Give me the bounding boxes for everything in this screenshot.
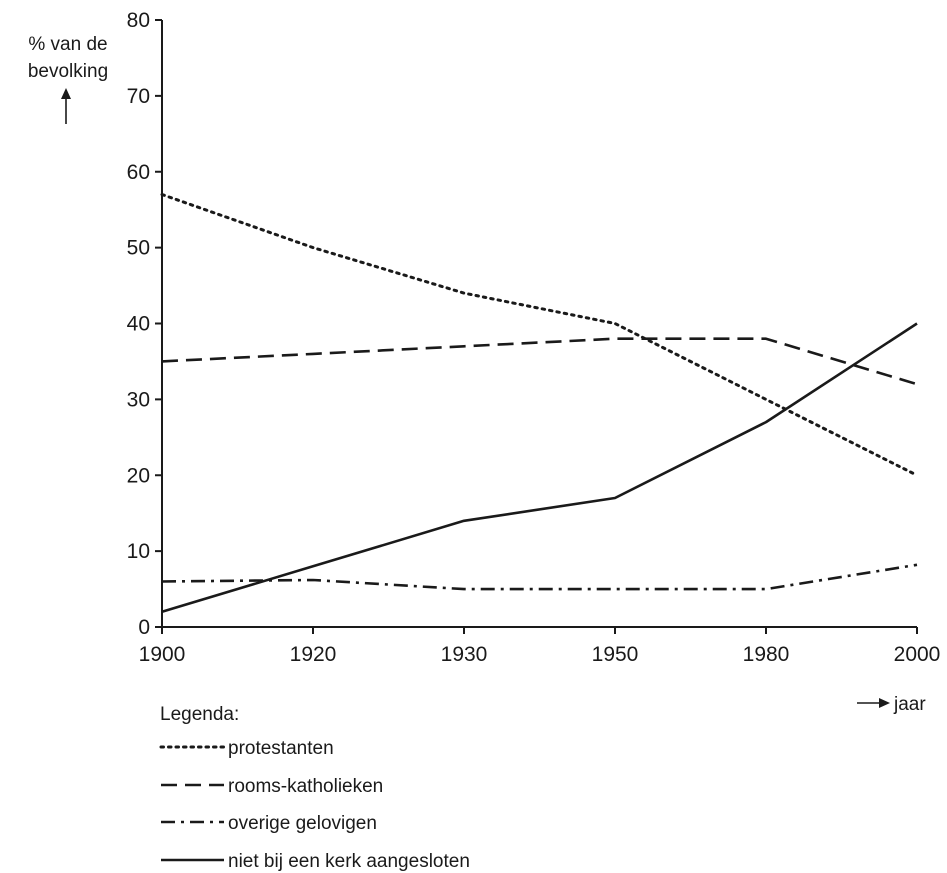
y-tick-label: 40 [127, 313, 150, 336]
series-line-dashed [161, 337, 918, 386]
y-axis-title-line-1: % van de [28, 34, 107, 55]
legend-items: protestanten rooms-katholieken overige gel… [159, 738, 470, 872]
y-axis-arrowhead-icon [61, 88, 71, 99]
legend: Legenda: protestanten rooms-katholieken ov… [159, 704, 470, 872]
y-axis-title-line-2: bevolking [28, 61, 108, 82]
x-axis-title-text: jaar [893, 694, 926, 715]
x-tick-label: 1930 [441, 643, 488, 666]
x-tick-label: 1900 [139, 643, 186, 666]
x-tick-label: 1950 [592, 643, 639, 666]
series-line-dashdot [161, 563, 918, 591]
legend-label: niet bij een kerk aangesloten [228, 851, 470, 872]
legend-label: overige gelovigen [228, 813, 377, 834]
y-axis-title: % van de bevolking [28, 34, 108, 124]
y-tick-label: 70 [127, 85, 150, 108]
series-group [160, 193, 919, 614]
x-axis-arrowhead-icon [879, 698, 890, 708]
y-tick-label: 10 [127, 540, 150, 563]
series-line-solid [161, 322, 918, 614]
y-tick-label: 30 [127, 388, 150, 411]
y-tick-label: 50 [127, 237, 150, 260]
y-ticks: 0 10 20 30 40 50 60 70 80 [127, 9, 162, 639]
y-tick-label: 60 [127, 161, 150, 184]
legend-label: rooms-katholieken [228, 776, 383, 797]
axes [161, 20, 917, 628]
x-ticks: 1900 1920 1930 1950 1980 2000 [139, 627, 941, 666]
x-axis-title: jaar [857, 694, 926, 715]
legend-title: Legenda: [160, 704, 239, 725]
series-line-dotted [160, 193, 919, 477]
y-tick-label: 0 [138, 616, 150, 639]
y-tick-label: 80 [127, 9, 150, 32]
legend-label: protestanten [228, 738, 334, 759]
y-tick-label: 20 [127, 464, 150, 487]
x-tick-label: 2000 [894, 643, 941, 666]
x-tick-label: 1920 [290, 643, 337, 666]
x-tick-label: 1980 [743, 643, 790, 666]
